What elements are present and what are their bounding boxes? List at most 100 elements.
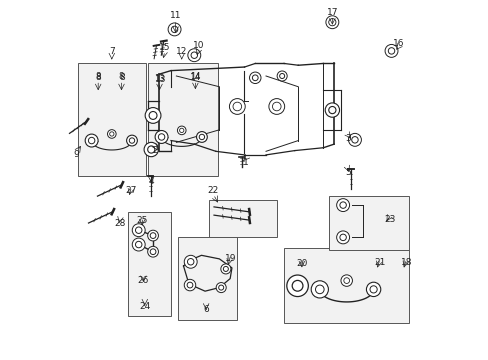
Circle shape: [184, 279, 195, 291]
Circle shape: [336, 199, 349, 212]
Text: 16: 16: [392, 39, 404, 48]
Text: 9: 9: [73, 150, 79, 159]
Text: 5: 5: [344, 168, 350, 177]
Circle shape: [328, 19, 335, 26]
Circle shape: [272, 102, 281, 111]
Text: 8: 8: [95, 72, 101, 81]
Text: 15: 15: [159, 43, 170, 52]
Circle shape: [132, 238, 145, 251]
Circle shape: [328, 107, 335, 114]
Circle shape: [168, 23, 181, 36]
Circle shape: [279, 73, 284, 78]
Circle shape: [187, 258, 194, 265]
Text: 6: 6: [203, 305, 208, 314]
Circle shape: [339, 234, 346, 240]
Circle shape: [135, 227, 142, 233]
Circle shape: [199, 134, 204, 140]
Circle shape: [191, 52, 197, 58]
Circle shape: [177, 126, 185, 135]
Circle shape: [107, 130, 116, 138]
Text: 4: 4: [148, 177, 154, 186]
Bar: [208, 200, 276, 237]
Circle shape: [268, 99, 284, 114]
Circle shape: [328, 19, 335, 26]
Circle shape: [150, 233, 156, 238]
Circle shape: [85, 134, 98, 147]
Text: 7: 7: [109, 47, 115, 56]
Circle shape: [147, 146, 155, 153]
Circle shape: [109, 132, 114, 136]
Circle shape: [88, 137, 95, 144]
Bar: [128, 212, 171, 316]
Circle shape: [233, 102, 241, 111]
Circle shape: [369, 286, 376, 293]
Text: 22: 22: [207, 186, 219, 195]
Circle shape: [387, 48, 394, 54]
Circle shape: [187, 282, 192, 288]
Circle shape: [126, 135, 137, 146]
Text: 8: 8: [95, 73, 101, 82]
Circle shape: [179, 128, 183, 132]
Circle shape: [221, 264, 230, 274]
Text: 3: 3: [345, 134, 351, 143]
Circle shape: [292, 280, 303, 291]
Circle shape: [336, 231, 349, 244]
Text: 26: 26: [138, 276, 149, 285]
Circle shape: [149, 112, 157, 120]
Text: 20: 20: [296, 259, 307, 268]
Circle shape: [343, 278, 349, 283]
Circle shape: [351, 136, 357, 143]
Text: 11: 11: [169, 11, 181, 20]
Text: 10: 10: [193, 41, 204, 50]
Circle shape: [196, 132, 207, 142]
Bar: [78, 63, 145, 176]
Text: 1: 1: [242, 158, 248, 167]
Circle shape: [325, 103, 339, 117]
Circle shape: [277, 71, 286, 81]
Text: 14: 14: [190, 73, 202, 82]
Circle shape: [129, 138, 134, 143]
Text: 2: 2: [152, 146, 158, 155]
Text: 25: 25: [136, 216, 148, 225]
Text: 8: 8: [119, 72, 124, 81]
Text: 23: 23: [383, 215, 395, 224]
Circle shape: [184, 255, 197, 268]
Circle shape: [150, 249, 156, 255]
Bar: [178, 237, 237, 320]
Text: 27: 27: [125, 185, 137, 194]
Circle shape: [147, 246, 158, 257]
Circle shape: [135, 241, 142, 248]
Circle shape: [171, 26, 178, 33]
Circle shape: [249, 72, 261, 84]
Circle shape: [187, 49, 201, 62]
Text: 18: 18: [400, 258, 411, 267]
Circle shape: [145, 108, 161, 123]
Circle shape: [223, 266, 228, 271]
Circle shape: [286, 275, 308, 297]
Text: 13: 13: [154, 75, 164, 84]
Text: 17: 17: [326, 8, 337, 17]
Text: 24: 24: [139, 302, 150, 311]
Circle shape: [158, 134, 164, 140]
Circle shape: [340, 275, 352, 286]
Circle shape: [252, 75, 258, 81]
Text: 19: 19: [224, 254, 236, 263]
Circle shape: [229, 99, 244, 114]
Text: 13: 13: [154, 75, 165, 84]
Circle shape: [144, 142, 158, 157]
Bar: [147, 63, 217, 176]
Circle shape: [325, 16, 338, 29]
Text: 14: 14: [190, 72, 200, 81]
Circle shape: [384, 44, 397, 57]
Text: 21: 21: [374, 258, 385, 267]
Circle shape: [339, 202, 346, 208]
Circle shape: [132, 224, 145, 237]
Circle shape: [315, 285, 324, 294]
Circle shape: [147, 230, 158, 241]
Circle shape: [310, 281, 328, 298]
Circle shape: [155, 131, 168, 143]
Circle shape: [218, 285, 223, 290]
Circle shape: [366, 282, 380, 297]
Text: 28: 28: [114, 219, 125, 228]
Circle shape: [216, 283, 226, 293]
